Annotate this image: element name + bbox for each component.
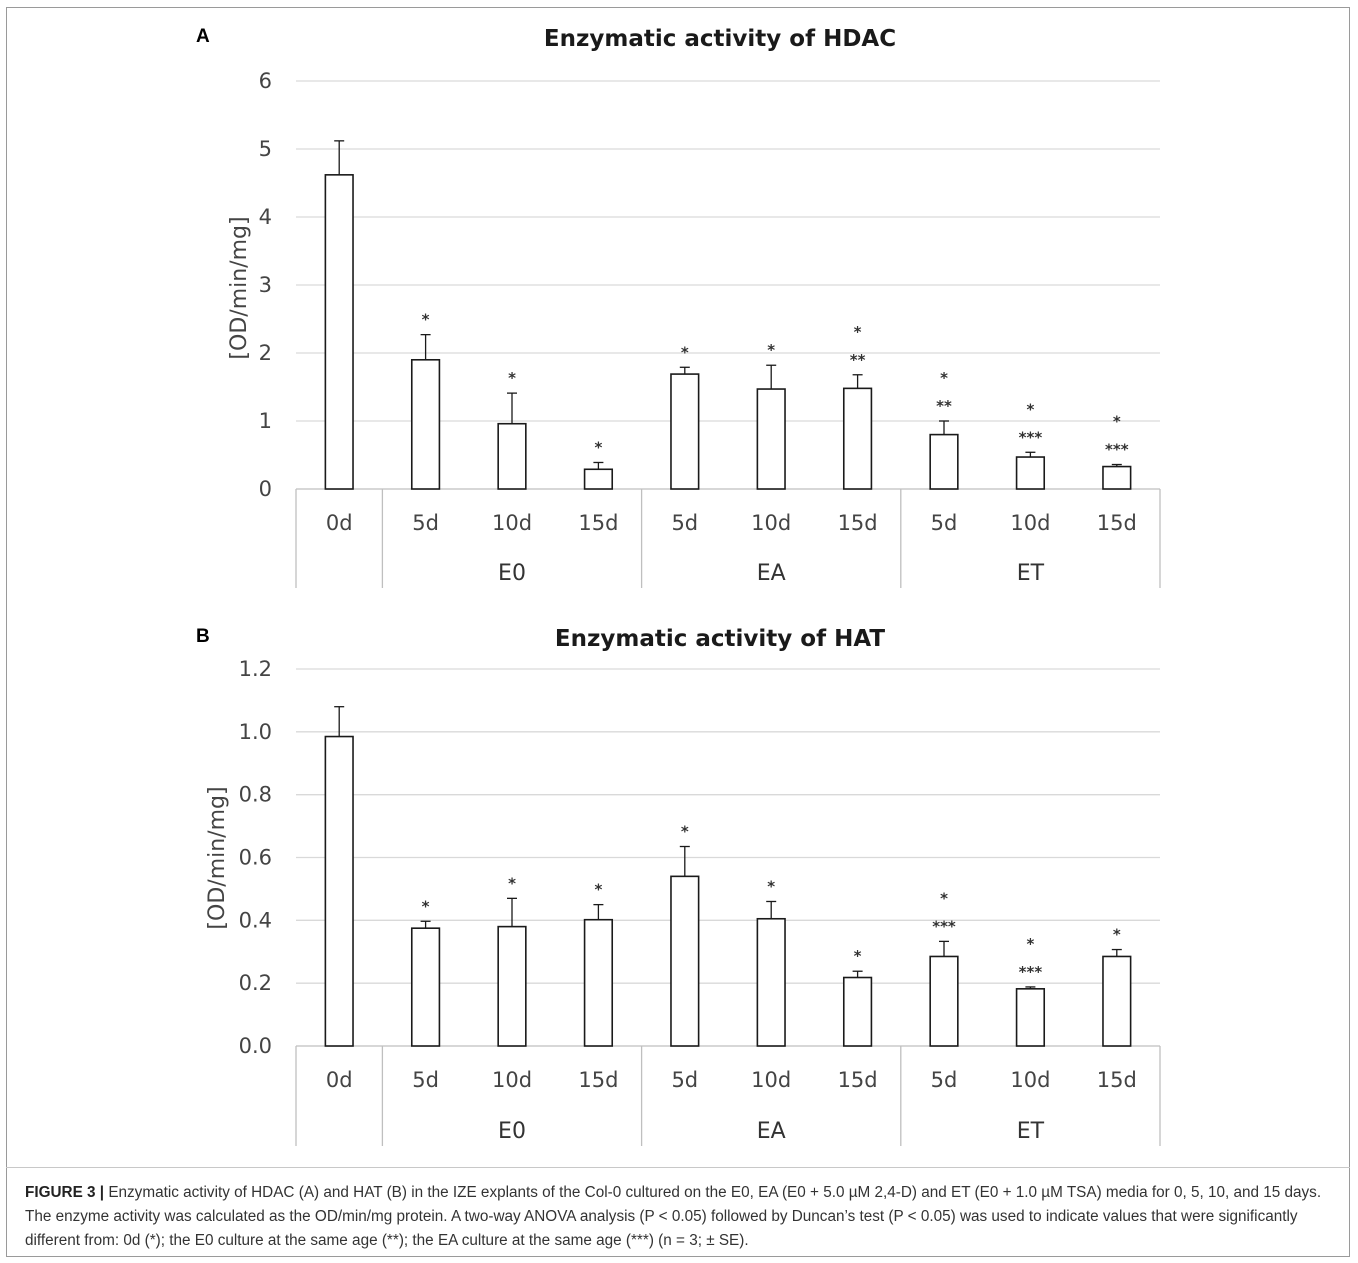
x-tick-label: 10d (751, 511, 791, 535)
y-tick-label: 2 (259, 341, 272, 365)
x-tick-label: 10d (492, 1068, 532, 1092)
significance-mark: * (681, 823, 689, 841)
x-tick-label: 10d (751, 1068, 791, 1092)
x-tick-label: 10d (492, 511, 532, 535)
bar (842, 976, 873, 1047)
x-tick-label: 5d (412, 511, 439, 535)
chart-title-hat: Enzymatic activity of HAT (555, 626, 885, 652)
y-tick-label: 3 (259, 273, 272, 297)
bar (929, 433, 959, 490)
y-tick-label: 4 (259, 205, 272, 229)
group-label: E0 (498, 561, 526, 586)
x-tick-label: 5d (671, 511, 698, 535)
x-tick-label: 10d (1010, 1068, 1050, 1092)
bar (670, 875, 700, 1047)
significance-mark: * (1026, 935, 1034, 953)
caption-text: Enzymatic activity of HDAC (A) and HAT (… (25, 1184, 1322, 1249)
x-tick-label: 0d (326, 1068, 353, 1092)
chart-panel-hat: B Enzymatic activity of HAT [OD/min/mg] … (196, 626, 1161, 1146)
panel-letter-a: A (196, 26, 210, 47)
significance-mark: * (1026, 400, 1034, 418)
group-label: EA (757, 1119, 786, 1144)
group-label: E0 (498, 1119, 526, 1144)
bar (497, 422, 527, 490)
panel-letter-b: B (196, 626, 210, 647)
significance-mark: * (422, 897, 430, 915)
significance-mark: * (594, 881, 602, 899)
y-tick-label: 1 (259, 409, 272, 433)
significance-mark: * (767, 341, 775, 359)
x-tick-label: 15d (838, 1068, 878, 1092)
chart-title-hdac: Enzymatic activity of HDAC (544, 26, 896, 52)
x-tick-label: 5d (412, 1068, 439, 1092)
bar (410, 927, 441, 1047)
bar (1015, 456, 1046, 490)
significance-mark: ** (850, 351, 866, 369)
bar (497, 925, 527, 1047)
figure-charts: A Enzymatic activity of HDAC [OD/min/mg]… (196, 26, 1161, 1146)
y-tick-label: 0.8 (239, 783, 272, 807)
bar (670, 373, 700, 490)
significance-mark: * (508, 874, 516, 892)
bar (324, 174, 354, 490)
significance-mark: * (940, 889, 948, 907)
bar (1015, 988, 1046, 1047)
caption-figure-label: FIGURE 3 | (25, 1184, 105, 1201)
significance-mark: * (594, 438, 602, 456)
bar (756, 917, 786, 1047)
significance-mark: * (940, 369, 948, 387)
significance-mark: * (1113, 413, 1121, 431)
x-tick-label: 15d (838, 511, 878, 535)
y-tick-label: 1.2 (239, 657, 272, 681)
x-tick-label: 15d (1097, 1068, 1137, 1092)
bar (1102, 955, 1132, 1047)
x-tick-label: 5d (931, 511, 958, 535)
x-tick-label: 15d (578, 511, 618, 535)
caption-box (6, 1167, 1350, 1257)
x-tick-label: 15d (578, 1068, 618, 1092)
figure-caption: FIGURE 3 | Enzymatic activity of HDAC (A… (25, 1181, 1345, 1253)
y-tick-label: 5 (259, 137, 272, 161)
significance-mark: ** (936, 397, 952, 415)
group-label: ET (1017, 561, 1045, 586)
bar (583, 468, 614, 490)
y-tick-label: 0.2 (239, 971, 272, 995)
y-axis-label-hat: [OD/min/mg] (205, 786, 230, 929)
significance-mark: * (422, 311, 430, 329)
y-tick-label: 0 (259, 477, 272, 501)
figure-frame (6, 7, 1350, 1257)
significance-mark: *** (1105, 441, 1129, 459)
x-tick-label: 10d (1010, 511, 1050, 535)
bar (410, 358, 441, 490)
y-tick-label: 1.0 (239, 720, 272, 744)
chart-panel-hdac: A Enzymatic activity of HDAC [OD/min/mg]… (196, 26, 1161, 588)
y-axis-label-hdac: [OD/min/mg] (227, 216, 252, 359)
bar (324, 735, 354, 1047)
significance-mark: * (508, 369, 516, 387)
significance-mark: * (854, 947, 862, 965)
y-tick-label: 0.6 (239, 846, 272, 870)
significance-mark: * (681, 343, 689, 361)
group-label: EA (757, 561, 786, 586)
group-label: ET (1017, 1119, 1045, 1144)
significance-mark: * (1113, 926, 1121, 944)
y-tick-label: 6 (259, 69, 272, 93)
bar (756, 388, 786, 490)
x-tick-label: 0d (326, 511, 353, 535)
y-tick-label: 0.4 (239, 908, 272, 932)
bar (1102, 465, 1132, 490)
bar (583, 918, 614, 1047)
significance-mark: * (854, 323, 862, 341)
bar (929, 955, 959, 1047)
y-tick-label: 0.0 (239, 1034, 272, 1058)
bar (842, 387, 873, 490)
significance-mark: *** (1019, 963, 1043, 981)
x-tick-label: 15d (1097, 511, 1137, 535)
x-tick-label: 5d (931, 1068, 958, 1092)
significance-mark: *** (932, 917, 956, 935)
significance-mark: *** (1019, 428, 1043, 446)
significance-mark: * (767, 877, 775, 895)
x-tick-label: 5d (671, 1068, 698, 1092)
